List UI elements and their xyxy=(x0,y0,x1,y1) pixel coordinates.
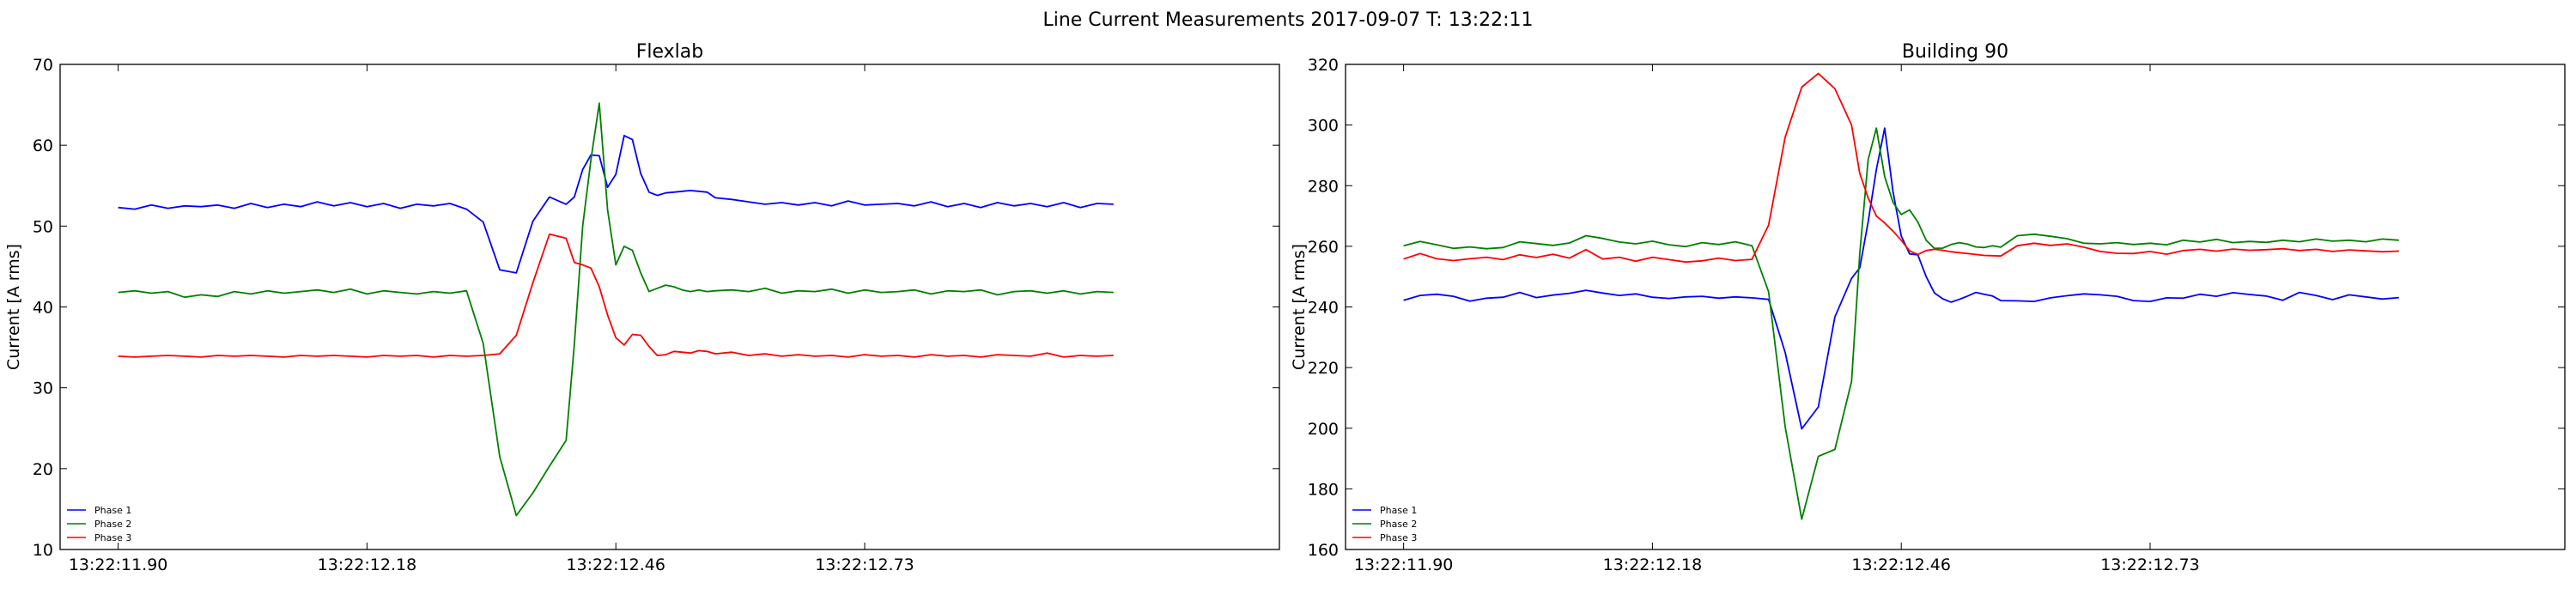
y-axis-label: Current [A rms] xyxy=(1290,244,1309,370)
legend: Phase 1 Phase 2 Phase 3 xyxy=(1352,505,1417,543)
x-tick-label: 13:22:12.46 xyxy=(566,555,665,574)
y-tick-label: 220 xyxy=(1308,359,1339,378)
plot-area-frame xyxy=(1345,64,2566,550)
y-axis-label: Current [A rms] xyxy=(4,244,23,370)
series-line-phase-1 xyxy=(1403,127,2399,430)
y-tick-label: 30 xyxy=(33,379,53,398)
series-line-phase-3 xyxy=(1403,72,2399,264)
figure-title: Line Current Measurements 2017-09-07 T: … xyxy=(1042,9,1533,31)
y-tick-label: 40 xyxy=(33,299,53,318)
legend-label: Phase 2 xyxy=(1380,519,1417,530)
series-line-phase-2 xyxy=(118,102,1114,517)
x-tick-label: 13:22:12.73 xyxy=(2100,555,2200,574)
y-tick-label: 260 xyxy=(1308,238,1339,257)
y-tick-label: 10 xyxy=(33,541,53,560)
legend: Phase 1 Phase 2 Phase 3 xyxy=(67,505,131,543)
legend-label: Phase 1 xyxy=(94,505,131,516)
chart-title: Flexlab xyxy=(636,41,704,63)
y-tick-label: 200 xyxy=(1308,420,1339,439)
series-line-phase-1 xyxy=(118,134,1114,274)
y-tick-label: 280 xyxy=(1308,177,1339,196)
x-tick-label: 13:22:11.90 xyxy=(1354,555,1454,574)
y-tick-label: 20 xyxy=(33,460,53,479)
y-tick-label: 180 xyxy=(1308,480,1339,499)
chart-panel-2: Building 90 160 180 200 220 240 260 280 300 320 13… xyxy=(1290,41,2566,574)
y-tick-label: 70 xyxy=(33,56,53,75)
x-tick-label: 13:22:11.90 xyxy=(69,555,168,574)
chart-title: Building 90 xyxy=(1902,41,2008,63)
series-line-phase-3 xyxy=(118,233,1114,358)
series-line-phase-2 xyxy=(1403,127,2399,520)
legend-label: Phase 1 xyxy=(1380,505,1417,516)
plot-area-frame xyxy=(59,64,1280,550)
x-tick-label: 13:22:12.18 xyxy=(1603,555,1703,574)
x-tick-label: 13:22:12.18 xyxy=(318,555,417,574)
x-tick-label: 13:22:12.46 xyxy=(1851,555,1951,574)
y-tick-label: 60 xyxy=(33,137,53,155)
legend-label: Phase 3 xyxy=(94,532,131,543)
y-tick-label: 300 xyxy=(1308,117,1339,136)
legend-label: Phase 3 xyxy=(1380,532,1417,543)
y-tick-label: 320 xyxy=(1308,56,1339,75)
y-tick-label: 240 xyxy=(1308,299,1339,318)
y-tick-label: 160 xyxy=(1308,541,1339,560)
x-tick-label: 13:22:12.73 xyxy=(815,555,914,574)
chart-panel-1: Flexlab 10 20 30 40 50 60 70 13:22:11.90 13:22:12… xyxy=(4,41,1280,574)
y-tick-label: 50 xyxy=(33,217,53,236)
legend-label: Phase 2 xyxy=(94,519,131,530)
